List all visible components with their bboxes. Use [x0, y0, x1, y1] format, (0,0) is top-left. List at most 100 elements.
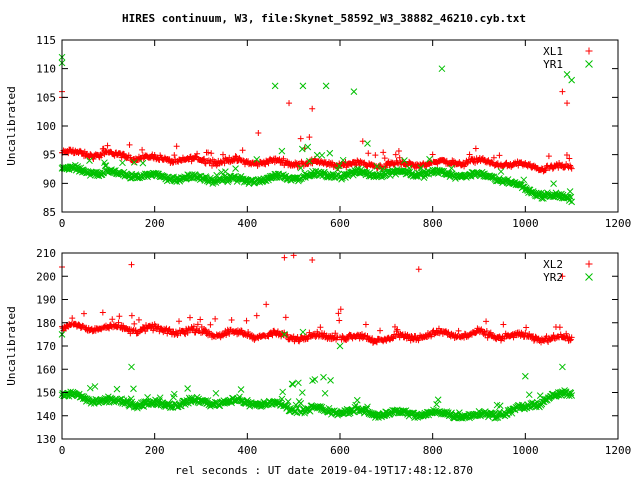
data-point: [210, 178, 217, 186]
data-point: [563, 152, 570, 159]
data-point: [237, 386, 245, 393]
data-point: [545, 153, 552, 160]
data-point: [213, 171, 221, 179]
y-tick-label: 110: [36, 63, 56, 76]
data-point: [364, 403, 371, 411]
data-point: [434, 396, 442, 404]
data-point: [466, 151, 473, 158]
y-tick-label: 180: [36, 317, 56, 330]
data-point: [297, 164, 305, 172]
y-tick-label: 130: [36, 433, 56, 446]
legend-marker-yr1: [585, 60, 593, 68]
data-point: [564, 100, 571, 107]
data-point: [239, 147, 246, 154]
data-point: [139, 159, 147, 167]
data-point: [238, 327, 245, 334]
data-point: [253, 312, 260, 319]
data-point: [194, 150, 201, 157]
y-tick-label: 170: [36, 340, 56, 353]
data-point: [170, 390, 178, 398]
data-point: [568, 165, 575, 172]
y-tick-label: 90: [43, 177, 56, 190]
data-point: [363, 163, 370, 170]
y-tick-label: 200: [36, 270, 56, 283]
data-point: [353, 396, 361, 404]
data-point: [128, 312, 135, 319]
data-point: [116, 313, 123, 320]
data-point: [393, 328, 400, 335]
data-point: [496, 152, 503, 159]
data-point: [295, 379, 302, 387]
data-point: [364, 140, 371, 147]
data-point: [563, 330, 570, 337]
data-point: [144, 394, 151, 401]
data-point: [337, 306, 344, 313]
data-point: [212, 315, 219, 322]
data-point: [281, 254, 288, 261]
x-tick-label: 0: [59, 217, 66, 230]
data-point: [500, 321, 507, 328]
data-point: [343, 171, 351, 178]
y-tick-label: 105: [36, 91, 56, 104]
data-point: [304, 143, 312, 151]
data-point: [202, 327, 209, 334]
data-point: [99, 309, 106, 316]
data-point: [322, 82, 330, 90]
plot-frame: [61, 39, 619, 213]
data-point: [309, 256, 316, 263]
x-tick-label: 400: [237, 444, 257, 457]
data-point: [171, 152, 178, 159]
data-point: [309, 105, 316, 112]
data-point: [232, 153, 239, 160]
y-tick-label: 140: [36, 410, 56, 423]
data-point: [567, 337, 574, 344]
data-point: [286, 100, 293, 107]
data-point: [568, 76, 576, 84]
data-point: [559, 88, 566, 95]
data-point: [123, 396, 131, 404]
data-point: [109, 316, 116, 323]
data-point: [284, 398, 292, 405]
legend-label-yr1: YR1: [543, 58, 563, 71]
data-points: [58, 53, 576, 206]
data-point: [339, 156, 347, 164]
data-point: [184, 329, 191, 336]
y-tick-label: 150: [36, 387, 56, 400]
data-point: [98, 152, 105, 159]
data-point: [126, 141, 133, 148]
data-point: [218, 169, 225, 176]
data-point: [263, 301, 270, 308]
x-tick-label: 0: [59, 444, 66, 457]
series-xl2: [59, 252, 575, 346]
data-point: [392, 151, 399, 158]
data-point: [65, 150, 72, 157]
data-point: [86, 384, 94, 392]
data-point: [173, 143, 180, 150]
data-point: [415, 266, 422, 273]
y-tick-label: 210: [36, 247, 56, 260]
data-point: [550, 332, 557, 339]
legend-label-yr2: YR2: [543, 271, 563, 284]
data-point: [311, 376, 319, 383]
data-point: [278, 395, 286, 403]
y-axis-label: Uncalibrated: [5, 86, 18, 165]
data-point: [299, 82, 307, 90]
x-tick-label: 1000: [512, 217, 539, 230]
x-tick-label: 1200: [605, 217, 632, 230]
y-tick-label: 160: [36, 363, 56, 376]
data-point: [343, 164, 350, 171]
data-points: [58, 252, 576, 422]
data-point: [380, 149, 387, 156]
data-point: [265, 160, 272, 167]
data-point: [169, 159, 176, 166]
x-tick-label: 200: [145, 217, 165, 230]
data-point: [365, 150, 372, 157]
x-tick-label: 800: [423, 217, 443, 230]
legend-marker-yr2: [585, 273, 593, 281]
data-point: [336, 317, 343, 324]
data-point: [335, 310, 342, 317]
data-point: [115, 319, 122, 326]
data-point: [120, 322, 127, 329]
data-point: [568, 334, 575, 341]
